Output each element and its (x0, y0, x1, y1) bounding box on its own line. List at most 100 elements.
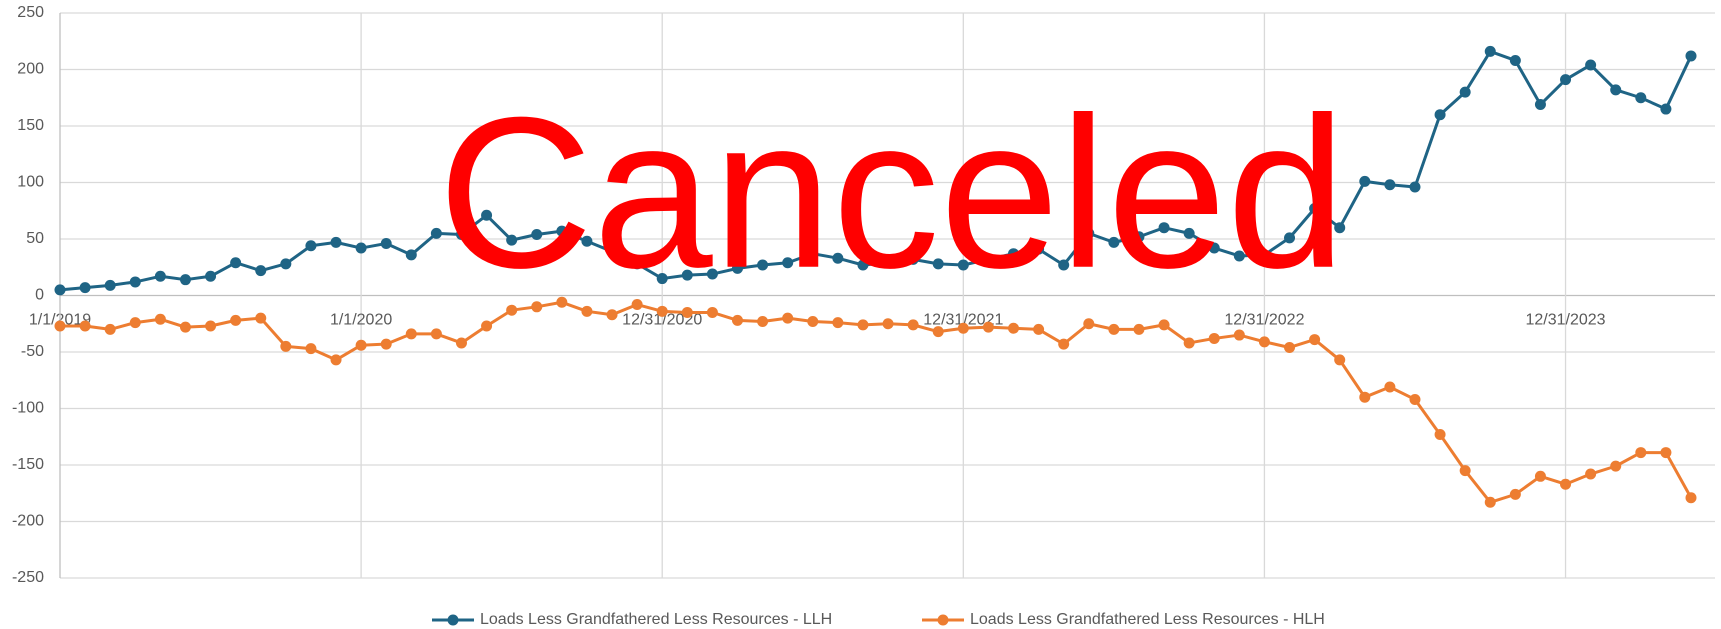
data-point (1660, 103, 1672, 115)
data-point (355, 339, 367, 351)
data-point (481, 320, 493, 332)
data-point (932, 326, 944, 338)
x-tick-label: 12/31/2021 (923, 312, 1003, 329)
data-point (782, 312, 794, 324)
data-point (280, 340, 292, 352)
data-point (1509, 488, 1521, 500)
data-point (255, 265, 267, 277)
data-point (1334, 222, 1346, 234)
data-point (1484, 45, 1496, 57)
data-point (556, 296, 568, 308)
data-point (1183, 337, 1195, 349)
data-point (1585, 468, 1597, 480)
data-point (455, 228, 467, 240)
data-point (179, 321, 191, 333)
data-point (1258, 249, 1270, 261)
x-tick-label: 12/31/2020 (622, 312, 702, 329)
y-tick-label: -100 (12, 400, 44, 417)
data-point (380, 338, 392, 350)
series-line (60, 300, 1693, 504)
data-point (706, 268, 718, 280)
data-point (481, 209, 493, 221)
data-point (581, 305, 593, 317)
y-tick-label: 100 (17, 174, 44, 191)
data-point (1635, 447, 1647, 459)
data-point (1083, 227, 1095, 239)
data-point (757, 259, 769, 271)
data-point (205, 270, 217, 282)
y-tick-label: 50 (26, 230, 44, 247)
data-point (129, 276, 141, 288)
data-point (1484, 496, 1496, 508)
data-point (1359, 391, 1371, 403)
data-point (1560, 478, 1572, 490)
data-point (1008, 248, 1020, 260)
data-point (380, 238, 392, 250)
data-point (1610, 460, 1622, 472)
data-point (1208, 242, 1220, 254)
data-point (957, 259, 969, 271)
data-point (982, 253, 994, 265)
data-point (531, 301, 543, 313)
data-point (1560, 74, 1572, 86)
data-point (104, 323, 116, 335)
data-point (882, 257, 894, 269)
data-point (255, 312, 267, 324)
data-point (230, 257, 242, 269)
data-point (1158, 319, 1170, 331)
data-point (606, 245, 618, 257)
watermark: Canceled (438, 72, 1346, 313)
data-point (179, 274, 191, 286)
data-point (280, 258, 292, 270)
data-point (430, 328, 442, 340)
data-point (1660, 447, 1672, 459)
data-point (631, 299, 643, 311)
data-point (1233, 250, 1245, 262)
data-point (1158, 222, 1170, 234)
data-point (807, 248, 819, 260)
y-tick-label: -200 (12, 513, 44, 530)
data-point (1108, 236, 1120, 248)
data-point (1233, 329, 1245, 341)
data-point (1334, 354, 1346, 366)
x-tick-label: 12/31/2023 (1525, 312, 1605, 329)
data-point (305, 343, 317, 355)
data-point (154, 313, 166, 325)
data-point (405, 328, 417, 340)
y-tick-label: 150 (17, 117, 44, 134)
y-tick-label: -250 (12, 569, 44, 586)
data-point (79, 320, 91, 332)
legend-label: Loads Less Grandfathered Less Resources … (970, 611, 1325, 628)
data-point (129, 317, 141, 329)
data-point (1409, 181, 1421, 193)
data-point (1685, 492, 1697, 504)
data-point (907, 319, 919, 331)
data-point (1459, 86, 1471, 98)
data-point (656, 305, 668, 317)
data-point (1108, 323, 1120, 335)
legend-marker (937, 614, 949, 626)
data-point (230, 314, 242, 326)
data-point (832, 317, 844, 329)
data-point (330, 236, 342, 248)
data-point (1309, 334, 1321, 346)
data-point (882, 318, 894, 330)
data-point (857, 319, 869, 331)
data-point (1409, 393, 1421, 405)
data-point (1033, 243, 1045, 255)
data-point (1610, 84, 1622, 96)
data-point (1459, 465, 1471, 477)
data-point (1359, 175, 1371, 187)
data-point (1183, 227, 1195, 239)
data-point (1585, 59, 1597, 71)
data-point (79, 282, 91, 294)
y-tick-label: 0 (35, 287, 44, 304)
data-point (1083, 318, 1095, 330)
legend-marker (447, 614, 459, 626)
data-point (1384, 179, 1396, 191)
data-point (1133, 231, 1145, 243)
data-point (907, 253, 919, 265)
data-point (104, 279, 116, 291)
data-point (506, 304, 518, 316)
